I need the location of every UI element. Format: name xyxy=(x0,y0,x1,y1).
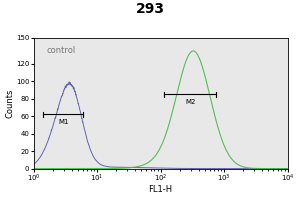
Y-axis label: Counts: Counts xyxy=(6,88,15,118)
Text: M1: M1 xyxy=(58,119,68,125)
Text: control: control xyxy=(46,46,76,55)
Text: M2: M2 xyxy=(185,99,195,105)
Text: 293: 293 xyxy=(136,2,164,16)
X-axis label: FL1-H: FL1-H xyxy=(148,185,172,194)
